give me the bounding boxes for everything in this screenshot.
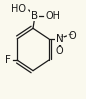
Text: O: O xyxy=(68,31,76,41)
Text: −: − xyxy=(68,31,73,36)
Text: F: F xyxy=(5,55,11,65)
Text: +: + xyxy=(59,34,64,39)
Text: OH: OH xyxy=(45,11,60,21)
Text: O: O xyxy=(56,46,63,56)
Text: N: N xyxy=(56,34,64,44)
Text: B: B xyxy=(31,11,38,21)
Text: HO: HO xyxy=(11,4,26,14)
